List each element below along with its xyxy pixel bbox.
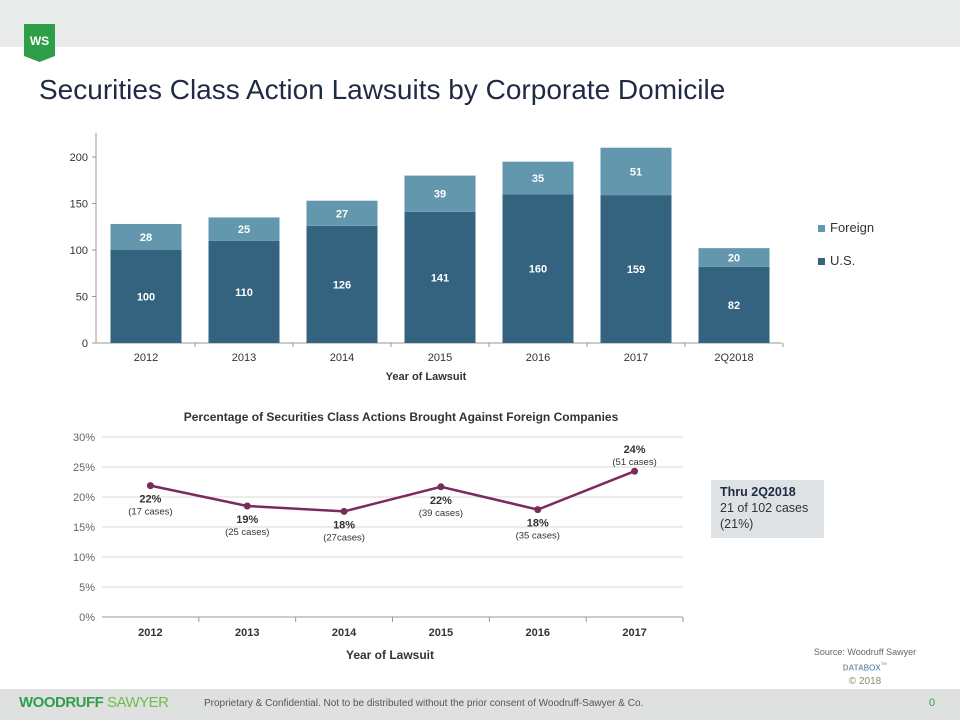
bar-foreign — [600, 147, 672, 196]
bar-value-label: 27 — [336, 208, 348, 220]
bar-value-label: 20 — [728, 252, 740, 264]
x-tick-label: 2013 — [232, 352, 256, 364]
data-sublabel: (35 cases) — [516, 531, 560, 542]
bar-foreign — [208, 217, 280, 241]
source: Source: Woodruff Sawyer DATABOX™ © 2018 — [790, 646, 940, 688]
bar-foreign — [404, 175, 476, 212]
source-text: Source: Woodruff Sawyer — [813, 647, 917, 657]
data-label: 24% — [624, 444, 646, 456]
x-tick-label: 2012 — [134, 352, 158, 364]
x-tick-label: 2017 — [624, 352, 648, 364]
data-point — [243, 502, 251, 510]
y-tick-label: 0 — [82, 338, 88, 350]
bar-value-label: 100 — [137, 292, 155, 304]
footer: WOODRUFF SAWYER Proprietary & Confidenti… — [0, 689, 960, 720]
bar-us — [404, 211, 476, 343]
x-tick-label: 2016 — [526, 627, 550, 639]
data-label: 22% — [430, 495, 452, 507]
bar-foreign — [110, 223, 182, 250]
charts: 0501001502001002820121102520131262720141… — [70, 133, 874, 662]
x-tick-label: 2014 — [332, 627, 357, 639]
bar-value-label: 110 — [235, 287, 253, 299]
data-sublabel: (39 cases) — [419, 508, 463, 519]
data-label: 22% — [139, 494, 161, 506]
legend-swatch — [818, 225, 825, 232]
bar-value-label: 160 — [529, 264, 547, 276]
y-tick-label: 200 — [70, 152, 88, 164]
bar-foreign — [698, 248, 770, 267]
bar-value-label: 126 — [333, 279, 351, 291]
bar-foreign — [306, 200, 378, 226]
header-band — [0, 0, 960, 47]
y-tick-label: 10% — [73, 552, 95, 564]
data-sublabel: (27cases) — [323, 532, 365, 543]
bar-value-label: 28 — [140, 232, 152, 244]
bar-value-label: 141 — [431, 272, 449, 284]
bar-value-label: 25 — [238, 224, 250, 236]
x-tick-label: 2Q2018 — [714, 352, 753, 364]
x-tick-label: 2012 — [138, 627, 162, 639]
footer-brand: WOODRUFF SAWYER — [19, 694, 169, 711]
bar-value-label: 35 — [532, 173, 544, 185]
bar-us — [502, 194, 574, 343]
summary-note: Thru 2Q2018 21 of 102 cases (21%) — [711, 480, 824, 538]
data-point — [437, 483, 445, 491]
bar-us — [208, 240, 280, 343]
bar-value-label: 159 — [627, 264, 645, 276]
data-sublabel: (17 cases) — [128, 507, 172, 518]
data-point — [631, 467, 639, 475]
data-label: 18% — [527, 518, 549, 530]
data-label: 18% — [333, 519, 355, 531]
bar-value-label: 82 — [728, 300, 740, 312]
y-tick-label: 50 — [76, 292, 88, 304]
note-title: Thru 2Q2018 — [720, 485, 796, 499]
x-tick-label: 2017 — [622, 627, 646, 639]
page-number: 0 — [929, 697, 936, 709]
y-tick-label: 20% — [73, 492, 95, 504]
bar-us — [698, 266, 770, 343]
copyright: © 2018 — [848, 675, 882, 687]
data-point — [146, 482, 154, 490]
footer-disclaimer: Proprietary & Confidential. Not to be di… — [204, 698, 644, 709]
legend-label: Foreign — [830, 220, 874, 235]
x-tick-label: 2013 — [235, 627, 259, 639]
x-tick-label: 2015 — [429, 627, 453, 639]
x-axis-title: Year of Lawsuit — [386, 371, 467, 383]
line-chart-title: Percentage of Securities Class Actions B… — [184, 410, 619, 424]
data-sublabel: (51 cases) — [612, 457, 656, 468]
databox-logo: DATABOX™ — [842, 662, 888, 673]
y-tick-label: 0% — [79, 612, 95, 624]
x-tick-label: 2016 — [526, 352, 550, 364]
data-point — [340, 507, 348, 515]
y-tick-label: 5% — [79, 582, 95, 594]
svg-text:WS: WS — [30, 34, 49, 48]
x-axis-title: Year of Lawsuit — [346, 648, 434, 662]
y-tick-label: 25% — [73, 462, 95, 474]
note-line2: (21%) — [720, 517, 754, 531]
bar-us — [110, 250, 182, 343]
bar-value-label: 51 — [630, 166, 642, 178]
y-tick-label: 30% — [73, 432, 95, 444]
x-tick-label: 2014 — [330, 352, 354, 364]
page-title: Securities Class Action Lawsuits by Corp… — [39, 74, 726, 105]
x-tick-label: 2015 — [428, 352, 452, 364]
bar-us — [600, 195, 672, 343]
y-tick-label: 100 — [70, 245, 88, 257]
bar-foreign — [502, 161, 574, 195]
data-sublabel: (25 cases) — [225, 527, 269, 538]
note-line1: 21 of 102 cases — [720, 501, 809, 515]
ws-logo: WS — [24, 24, 55, 62]
bar-us — [306, 225, 378, 343]
line-series — [150, 470, 636, 513]
data-point — [534, 506, 542, 514]
data-label: 19% — [236, 514, 258, 526]
y-tick-label: 15% — [73, 522, 95, 534]
y-tick-label: 150 — [70, 199, 88, 211]
legend-swatch — [818, 258, 825, 265]
legend-label: U.S. — [830, 253, 855, 268]
bar-value-label: 39 — [434, 189, 446, 201]
